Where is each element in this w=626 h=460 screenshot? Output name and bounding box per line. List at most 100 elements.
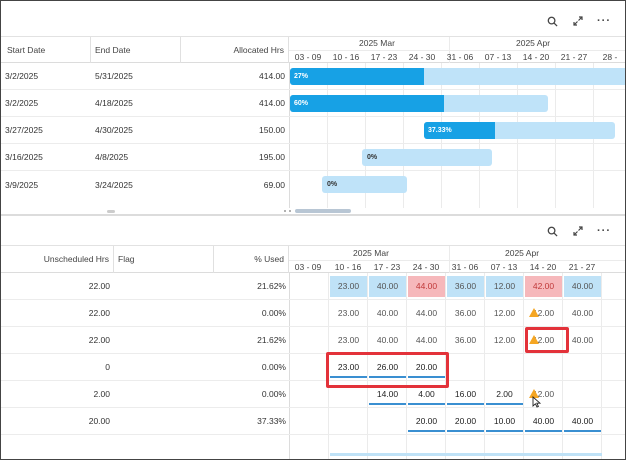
table-row[interactable]: 2.00 0.00% 14.00 4.00 16.00 2.00 12.00 [1,381,625,408]
hours-cell[interactable]: 12.00 [493,335,516,345]
table-row[interactable]: 0 0.00% 23.00 26.00 20.00 [1,354,625,381]
hours-cell[interactable]: 40.00 [564,276,601,297]
top-toolbar: ··· [545,14,611,28]
hours-cell[interactable]: 16.00 [447,384,484,405]
week-label: 31 - 06 [446,52,474,62]
hours-cell[interactable]: 36.00 [454,308,477,318]
gantt-bar[interactable]: 37.33% [424,122,615,139]
allocated-hrs: 414.00 [259,98,285,108]
month-label: 2025 Mar [359,38,395,48]
percent-used: 21.62% [257,335,286,345]
hours-cell[interactable]: 20.00 [408,357,445,378]
percent-used: 0.00% [261,308,286,318]
expand-icon[interactable] [571,224,585,238]
unscheduled-hrs: 22.00 [88,308,110,318]
hours-cell[interactable]: 40.00 [525,411,562,432]
column-end-date[interactable]: End Date [91,37,181,63]
end-date: 4/30/2025 [95,125,133,135]
week-label: 03 - 09 [294,52,322,62]
hours-cell[interactable]: 12.00 [532,335,555,345]
week-label: 31 - 06 [451,262,479,272]
hours-cell[interactable]: 23.00 [337,308,360,318]
bar-percent: 27% [294,73,309,80]
hours-cell[interactable]: 40.00 [571,308,594,318]
table-row[interactable]: 3/2/2025 5/31/2025 414.00 27% [1,63,625,90]
table-row[interactable]: 3/16/2025 4/8/2025 195.00 0% [1,144,625,171]
end-date: 4/18/2025 [95,98,133,108]
hours-cell[interactable]: 12.00 [532,389,555,399]
expand-icon[interactable] [571,14,585,28]
hours-cell[interactable]: 42.00 [525,276,562,297]
hours-cell[interactable]: 12.00 [532,308,555,318]
column-unscheduled-hrs[interactable]: Unscheduled Hrs [1,246,114,273]
mouse-cursor-icon [532,396,541,408]
hours-cell[interactable]: 40.00 [564,411,601,432]
search-icon[interactable] [545,224,559,238]
table-row[interactable]: 22.00 21.62% 23.00 40.00 44.00 36.00 12.… [1,327,625,354]
scrollbar-thumb[interactable] [295,209,351,213]
hours-cell[interactable]: 12.00 [493,308,516,318]
hours-cell[interactable]: 20.00 [447,411,484,432]
hours-cell[interactable]: 14.00 [369,384,406,405]
week-label: 17 - 23 [373,262,401,272]
hours-cell[interactable]: 36.00 [454,335,477,345]
timeline-header: 2025 Mar 2025 Apr 03 - 09 10 - 16 17 - 2… [289,37,625,63]
hours-cell[interactable]: 40.00 [369,276,406,297]
hours-cell[interactable]: 26.00 [369,357,406,378]
unscheduled-hrs: 22.00 [88,335,110,345]
table-row[interactable]: 3/2/2025 4/18/2025 414.00 60% [1,90,625,117]
highlight-box [326,352,449,388]
hours-cell[interactable]: 2.00 [486,384,523,405]
column-percent-used[interactable]: % Used [214,246,289,273]
hours-cell[interactable]: 23.00 [330,276,367,297]
hours-cell[interactable]: 23.00 [337,335,360,345]
end-date: 3/24/2025 [95,179,133,190]
allocated-hrs: 414.00 [259,71,285,81]
bottom-grid-header: Unscheduled Hrs Flag % Used 2025 Mar 202… [1,245,625,273]
column-flag[interactable]: Flag [114,246,214,273]
week-label: 21 - 27 [560,52,588,62]
gantt-bar[interactable]: 0% [322,176,407,193]
start-date: 3/9/2025 [5,179,39,190]
gantt-bar[interactable]: 60% [290,95,548,112]
hours-cell[interactable]: 44.00 [415,335,438,345]
gantt-bar[interactable]: 27% [290,68,625,85]
table-row[interactable]: 22.00 0.00% 23.00 40.00 44.00 36.00 12.0… [1,300,625,327]
search-icon[interactable] [545,14,559,28]
hours-cell[interactable]: 44.00 [408,276,445,297]
hours-cell[interactable]: 40.00 [376,335,399,345]
month-label: 2025 Apr [505,248,540,258]
hours-cell[interactable]: 20.00 [408,411,445,432]
end-date: 4/8/2025 [95,152,129,162]
column-start-date[interactable]: Start Date [1,37,91,63]
week-label: 14 - 20 [522,52,550,62]
table-row[interactable]: 22.00 21.62% 23.00 40.00 44.00 36.00 12.… [1,273,625,300]
table-row[interactable]: 3/27/2025 4/30/2025 150.00 37.33% [1,117,625,144]
column-allocated-hrs[interactable]: Allocated Hrs [181,37,289,63]
highlight-box [525,327,569,353]
horizontal-scrollbar[interactable] [1,208,625,215]
more-icon[interactable]: ··· [597,15,611,27]
allocated-hrs: 69.00 [263,179,285,190]
table-row[interactable]: 20.00 37.33% 20.00 20.00 10.00 40.00 40.… [1,408,625,435]
hours-cell[interactable]: 12.00 [486,276,523,297]
gantt-bar[interactable]: 0% [362,149,492,166]
hours-cell[interactable]: 44.00 [415,308,438,318]
panel-divider[interactable] [1,214,625,216]
hours-cell[interactable]: 40.00 [571,335,594,345]
hours-cell[interactable]: 36.00 [447,276,484,297]
hours-cell[interactable]: 10.00 [486,411,523,432]
unscheduled-hrs: 22.00 [88,281,110,291]
table-row[interactable]: 3/9/2025 3/24/2025 69.00 0% [1,171,625,198]
start-date: 3/27/2025 [5,125,43,135]
allocated-hrs: 150.00 [259,125,285,135]
hours-cell[interactable]: 40.00 [376,308,399,318]
hours-cell[interactable]: 23.00 [330,357,367,378]
week-label: 14 - 20 [529,262,557,272]
hours-cell[interactable]: 4.00 [408,384,445,405]
next-row-cells [330,453,602,456]
more-icon[interactable]: ··· [597,225,611,237]
allocated-hrs: 195.00 [259,152,285,162]
week-label: 28 - [602,52,618,62]
week-label: 07 - 13 [490,262,518,272]
